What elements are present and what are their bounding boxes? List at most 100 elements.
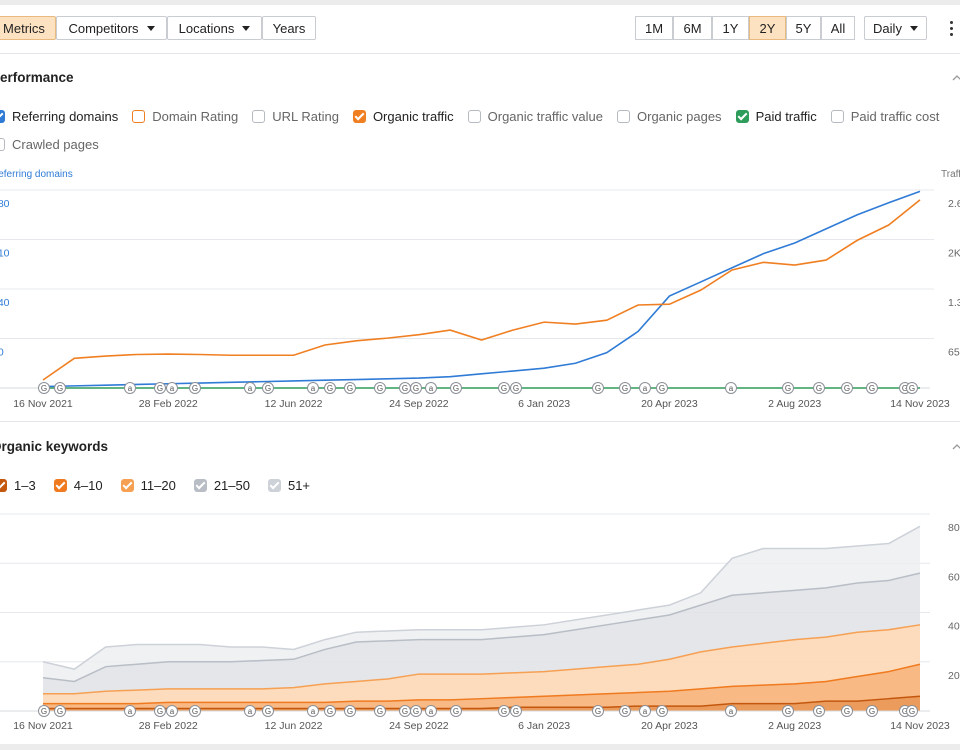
range-button[interactable]: 5Y [786,16,821,40]
event-label: G [453,384,459,393]
tab-button[interactable]: Metrics [0,16,56,40]
series-line [43,624,921,695]
dot [950,33,953,36]
range-button[interactable]: 1M [635,16,673,40]
x-tick-label: 24 Sep 2022 [389,720,449,732]
range-button[interactable]: 2Y [749,16,786,40]
event-label: a [248,707,253,716]
event-label: G [785,384,791,393]
stacked-area [43,624,920,704]
event-label: G [265,384,271,393]
event-label: G [501,384,507,393]
event-marker [410,705,422,717]
legend-item[interactable]: Organic traffic value [467,108,603,124]
legend-label: 11–20 [140,477,176,493]
event-label: G [844,384,850,393]
legend-item[interactable]: Domain Rating [132,108,238,124]
checkbox [0,109,5,123]
event-label: a [248,384,253,393]
legend-item[interactable]: URL Rating [252,108,339,124]
section-title: Performance [0,70,74,85]
event-marker [841,382,853,394]
event-marker [906,382,918,394]
y-tick-label: 60 [948,571,960,583]
legend-item[interactable]: Organic traffic [352,108,454,124]
event-marker [725,705,737,717]
x-tick-label: 20 Apr 2023 [641,398,698,410]
legend-item[interactable]: 1–3 [0,477,36,493]
event-marker [906,705,918,717]
y-axis-label: Referring domains [0,169,73,180]
x-tick-label: 12 Jun 2022 [265,398,323,410]
y2-axis-label: Traffic [941,169,960,180]
checkbox [252,109,266,123]
y2-tick-label: 650 [948,347,960,359]
event-label: G [659,707,665,716]
divider [0,53,960,54]
interval-label: Daily [873,21,902,36]
legend-item[interactable]: Organic pages [617,108,722,124]
series-line [43,695,921,710]
event-label: G [41,707,47,716]
x-tick-label: 14 Nov 2023 [890,720,950,732]
legend-item[interactable]: 51+ [267,477,310,493]
event-marker [189,382,201,394]
checkbox [352,109,366,123]
range-button[interactable]: All [821,16,855,40]
y-tick-label: 210 [0,248,10,260]
legend-item[interactable]: 21–50 [193,477,250,493]
interval-dropdown[interactable]: Daily [864,16,927,40]
x-tick-label: 16 Nov 2021 [13,720,73,732]
event-label: G [622,707,628,716]
event-marker [54,705,66,717]
tab-button[interactable]: Years [262,16,316,40]
y-tick-label: 80 [948,522,960,534]
event-marker [639,382,651,394]
event-label: G [595,707,601,716]
event-label: a [429,707,434,716]
tab-label: Metrics [3,21,45,36]
legend-item[interactable]: 11–20 [120,477,176,493]
event-label: G [327,707,333,716]
y-tick-label: 40 [948,621,960,633]
legend-item[interactable]: Referring domains [0,108,118,124]
event-marker [866,382,878,394]
event-marker [782,382,794,394]
checkbox [467,109,481,123]
tab-button[interactable]: Locations [167,16,262,40]
range-button[interactable]: 6M [673,16,712,40]
event-marker [244,705,256,717]
event-marker [244,382,256,394]
x-tick-label: 14 Nov 2023 [890,398,950,410]
x-tick-label: 12 Jun 2022 [265,720,323,732]
legend-item[interactable]: Paid traffic [735,108,817,124]
tab-button[interactable]: Competitors [56,16,167,40]
checkbox [0,478,7,492]
tab-label: Locations [178,21,235,36]
legend-label: Organic pages [637,108,722,124]
event-marker [166,705,178,717]
legend-item[interactable]: 4–10 [53,477,103,493]
more-menu[interactable] [950,21,954,36]
collapse-icon[interactable] [952,444,960,450]
event-label: a [128,707,133,716]
stacked-area [43,696,920,711]
range-button[interactable]: 1Y [712,16,749,40]
legend-item[interactable]: Crawled pages [0,136,99,152]
y2-tick-label: 1.3K [948,297,960,309]
event-marker [619,382,631,394]
collapse-icon[interactable] [952,75,960,81]
event-marker [866,705,878,717]
event-label: G [902,384,908,393]
caret [242,26,251,31]
keyword-legend: 1–3 4–10 11–20 21–50 51+ [0,477,494,493]
event-label: G [192,707,198,716]
event-label: G [57,384,63,393]
event-marker [841,705,853,717]
event-marker [813,705,825,717]
event-label: a [643,707,648,716]
event-marker [450,705,462,717]
legend-item[interactable]: Paid traffic cost [830,108,939,124]
